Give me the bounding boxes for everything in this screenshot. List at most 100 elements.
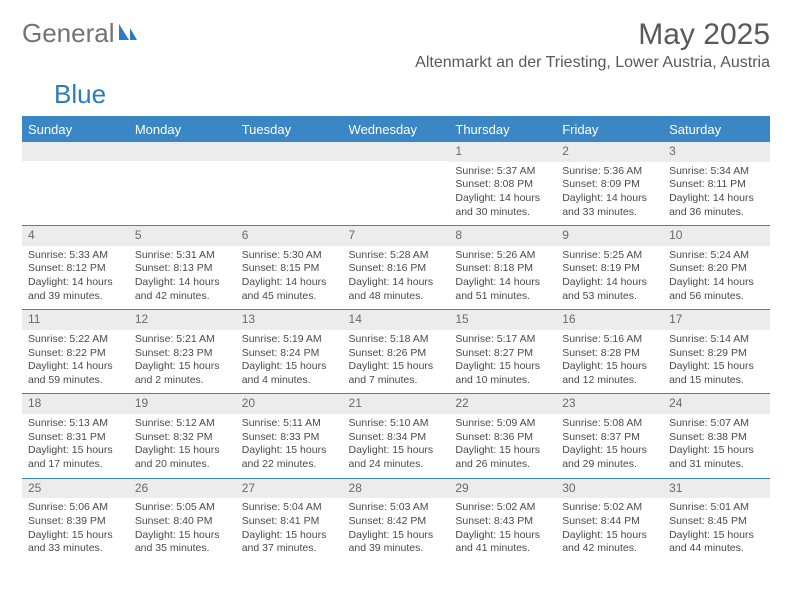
sunset-line: Sunset: 8:29 PM [669, 347, 764, 361]
day-number: 14 [343, 309, 450, 330]
daylight-line: Daylight: 14 hours and 48 minutes. [349, 276, 444, 303]
calendar-day-cell: 8Sunrise: 5:26 AMSunset: 8:18 PMDaylight… [449, 225, 556, 309]
weekday-header: Monday [129, 118, 236, 141]
weekday-header-row: SundayMondayTuesdayWednesdayThursdayFrid… [22, 118, 770, 141]
sunset-line: Sunset: 8:11 PM [669, 178, 764, 192]
day-body: Sunrise: 5:36 AMSunset: 8:09 PMDaylight:… [556, 162, 663, 226]
daylight-line: Daylight: 15 hours and 22 minutes. [242, 444, 337, 471]
daylight-line: Daylight: 15 hours and 41 minutes. [455, 529, 550, 556]
calendar-day-cell: 23Sunrise: 5:08 AMSunset: 8:37 PMDayligh… [556, 393, 663, 477]
sunset-line: Sunset: 8:24 PM [242, 347, 337, 361]
sunrise-line: Sunrise: 5:02 AM [455, 501, 550, 515]
calendar-day-cell: 26Sunrise: 5:05 AMSunset: 8:40 PMDayligh… [129, 478, 236, 562]
calendar-day-cell: 5Sunrise: 5:31 AMSunset: 8:13 PMDaylight… [129, 225, 236, 309]
sunrise-line: Sunrise: 5:04 AM [242, 501, 337, 515]
daylight-line: Daylight: 14 hours and 39 minutes. [28, 276, 123, 303]
sunset-line: Sunset: 8:32 PM [135, 431, 230, 445]
calendar-week-row: 11Sunrise: 5:22 AMSunset: 8:22 PMDayligh… [22, 309, 770, 393]
empty-day [22, 141, 129, 161]
day-body: Sunrise: 5:06 AMSunset: 8:39 PMDaylight:… [22, 498, 129, 562]
day-number: 9 [556, 225, 663, 246]
sunrise-line: Sunrise: 5:18 AM [349, 333, 444, 347]
sunset-line: Sunset: 8:22 PM [28, 347, 123, 361]
daylight-line: Daylight: 15 hours and 17 minutes. [28, 444, 123, 471]
sunset-line: Sunset: 8:18 PM [455, 262, 550, 276]
calendar-day-cell: 13Sunrise: 5:19 AMSunset: 8:24 PMDayligh… [236, 309, 343, 393]
daylight-line: Daylight: 15 hours and 29 minutes. [562, 444, 657, 471]
calendar-day-cell: 30Sunrise: 5:02 AMSunset: 8:44 PMDayligh… [556, 478, 663, 562]
sunset-line: Sunset: 8:40 PM [135, 515, 230, 529]
day-body: Sunrise: 5:18 AMSunset: 8:26 PMDaylight:… [343, 330, 450, 394]
day-body: Sunrise: 5:04 AMSunset: 8:41 PMDaylight:… [236, 498, 343, 562]
daylight-line: Daylight: 15 hours and 12 minutes. [562, 360, 657, 387]
day-body: Sunrise: 5:01 AMSunset: 8:45 PMDaylight:… [663, 498, 770, 562]
day-number: 21 [343, 393, 450, 414]
day-number: 31 [663, 478, 770, 499]
calendar-day-cell: 20Sunrise: 5:11 AMSunset: 8:33 PMDayligh… [236, 393, 343, 477]
daylight-line: Daylight: 15 hours and 39 minutes. [349, 529, 444, 556]
sunset-line: Sunset: 8:33 PM [242, 431, 337, 445]
calendar-table: SundayMondayTuesdayWednesdayThursdayFrid… [22, 118, 770, 562]
daylight-line: Daylight: 15 hours and 35 minutes. [135, 529, 230, 556]
weekday-header: Thursday [449, 118, 556, 141]
sunrise-line: Sunrise: 5:26 AM [455, 249, 550, 263]
day-number: 18 [22, 393, 129, 414]
calendar-day-cell: 16Sunrise: 5:16 AMSunset: 8:28 PMDayligh… [556, 309, 663, 393]
day-number: 4 [22, 225, 129, 246]
day-number: 11 [22, 309, 129, 330]
calendar-day-cell [236, 141, 343, 225]
calendar-day-cell: 7Sunrise: 5:28 AMSunset: 8:16 PMDaylight… [343, 225, 450, 309]
daylight-line: Daylight: 14 hours and 59 minutes. [28, 360, 123, 387]
day-body: Sunrise: 5:26 AMSunset: 8:18 PMDaylight:… [449, 246, 556, 310]
sunset-line: Sunset: 8:26 PM [349, 347, 444, 361]
day-number: 26 [129, 478, 236, 499]
sunrise-line: Sunrise: 5:30 AM [242, 249, 337, 263]
calendar-day-cell: 18Sunrise: 5:13 AMSunset: 8:31 PMDayligh… [22, 393, 129, 477]
day-body: Sunrise: 5:31 AMSunset: 8:13 PMDaylight:… [129, 246, 236, 310]
empty-day [129, 141, 236, 161]
sunrise-line: Sunrise: 5:14 AM [669, 333, 764, 347]
sunrise-line: Sunrise: 5:31 AM [135, 249, 230, 263]
daylight-line: Daylight: 15 hours and 24 minutes. [349, 444, 444, 471]
day-number: 1 [449, 141, 556, 162]
sunset-line: Sunset: 8:45 PM [669, 515, 764, 529]
calendar-day-cell: 4Sunrise: 5:33 AMSunset: 8:12 PMDaylight… [22, 225, 129, 309]
day-body: Sunrise: 5:08 AMSunset: 8:37 PMDaylight:… [556, 414, 663, 478]
day-body: Sunrise: 5:30 AMSunset: 8:15 PMDaylight:… [236, 246, 343, 310]
day-number: 17 [663, 309, 770, 330]
day-number: 5 [129, 225, 236, 246]
calendar-day-cell [129, 141, 236, 225]
calendar-page: General May 2025 Altenmarkt an der Tries… [0, 0, 792, 580]
brand-part2: Blue [54, 79, 770, 110]
day-body: Sunrise: 5:22 AMSunset: 8:22 PMDaylight:… [22, 330, 129, 394]
daylight-line: Daylight: 14 hours and 51 minutes. [455, 276, 550, 303]
day-number: 27 [236, 478, 343, 499]
sunset-line: Sunset: 8:23 PM [135, 347, 230, 361]
sunrise-line: Sunrise: 5:21 AM [135, 333, 230, 347]
sunrise-line: Sunrise: 5:07 AM [669, 417, 764, 431]
sunset-line: Sunset: 8:43 PM [455, 515, 550, 529]
day-body: Sunrise: 5:07 AMSunset: 8:38 PMDaylight:… [663, 414, 770, 478]
sunrise-line: Sunrise: 5:12 AM [135, 417, 230, 431]
calendar-week-row: 4Sunrise: 5:33 AMSunset: 8:12 PMDaylight… [22, 225, 770, 309]
day-body: Sunrise: 5:16 AMSunset: 8:28 PMDaylight:… [556, 330, 663, 394]
calendar-day-cell: 9Sunrise: 5:25 AMSunset: 8:19 PMDaylight… [556, 225, 663, 309]
calendar-day-cell: 2Sunrise: 5:36 AMSunset: 8:09 PMDaylight… [556, 141, 663, 225]
month-title: May 2025 [415, 18, 770, 52]
sunrise-line: Sunrise: 5:01 AM [669, 501, 764, 515]
day-number: 28 [343, 478, 450, 499]
sunrise-line: Sunrise: 5:34 AM [669, 165, 764, 179]
day-body: Sunrise: 5:37 AMSunset: 8:08 PMDaylight:… [449, 162, 556, 226]
sunrise-line: Sunrise: 5:25 AM [562, 249, 657, 263]
day-body: Sunrise: 5:33 AMSunset: 8:12 PMDaylight:… [22, 246, 129, 310]
calendar-day-cell: 14Sunrise: 5:18 AMSunset: 8:26 PMDayligh… [343, 309, 450, 393]
brand-logo: General [22, 18, 139, 49]
empty-day [343, 141, 450, 161]
daylight-line: Daylight: 15 hours and 26 minutes. [455, 444, 550, 471]
day-number: 25 [22, 478, 129, 499]
daylight-line: Daylight: 15 hours and 33 minutes. [28, 529, 123, 556]
day-body: Sunrise: 5:02 AMSunset: 8:44 PMDaylight:… [556, 498, 663, 562]
sunrise-line: Sunrise: 5:08 AM [562, 417, 657, 431]
day-number: 10 [663, 225, 770, 246]
day-body: Sunrise: 5:02 AMSunset: 8:43 PMDaylight:… [449, 498, 556, 562]
